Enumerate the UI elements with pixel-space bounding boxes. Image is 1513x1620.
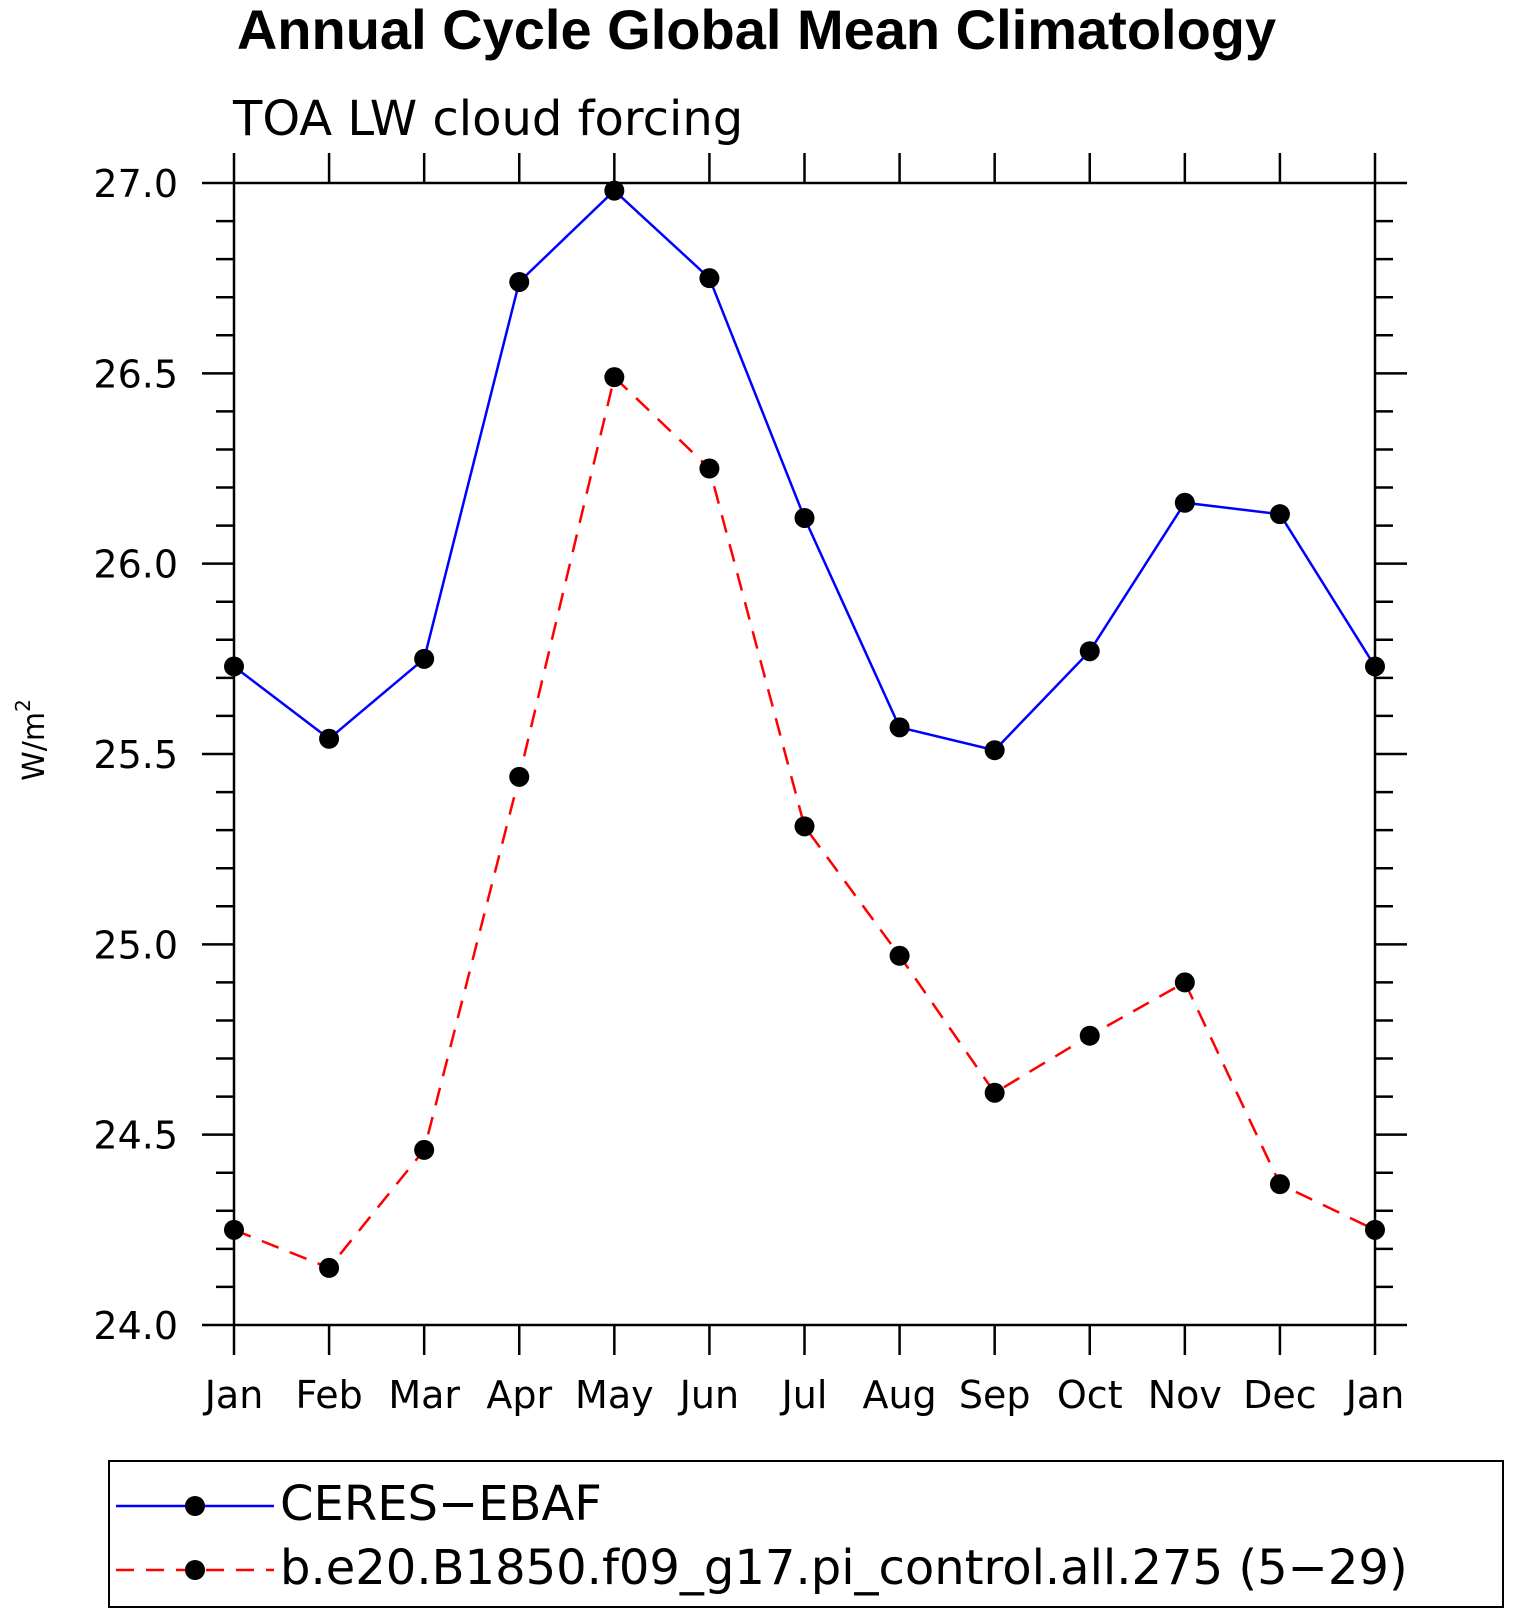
plot-frame	[232, 181, 1377, 1327]
series-1-point	[1079, 1025, 1100, 1046]
y-tick-label: 24.0	[93, 1304, 178, 1348]
y-tick-label: 27.0	[93, 162, 178, 206]
legend: CERES−EBAF b.e20.B1850.f09_g17.pi_contro…	[108, 1460, 1504, 1608]
legend-swatch-model	[116, 1560, 274, 1580]
x-tick-label: Jan	[203, 1373, 264, 1417]
series-0-point	[414, 648, 435, 669]
x-tick-label: Oct	[1057, 1373, 1123, 1417]
series-1-point	[794, 816, 815, 837]
x-tick-label: Sep	[959, 1373, 1031, 1417]
legend-label-model: b.e20.B1850.f09_g17.pi_control.all.275 (…	[280, 1540, 1408, 1596]
legend-label-ceres: CERES−EBAF	[280, 1476, 602, 1532]
x-tick-label: Jun	[678, 1373, 739, 1417]
series-1-point	[319, 1257, 340, 1278]
series-0-point	[509, 271, 530, 292]
series-0-point	[604, 180, 625, 201]
line-chart: TOA LW cloud forcing W/m2 24.0 24.5 25.0 25…	[11, 91, 1407, 1417]
series-0-point	[889, 717, 910, 738]
series-1-point	[1269, 1174, 1290, 1195]
series-0-point	[224, 656, 244, 677]
x-tick-label: Dec	[1243, 1373, 1317, 1417]
x-tick-label: Jul	[780, 1373, 828, 1417]
y-tick-label: 25.0	[93, 923, 178, 967]
y-axis-label-superscript: 2	[11, 699, 35, 712]
series-1-point	[984, 1082, 1005, 1103]
series-0-point	[1269, 504, 1290, 525]
legend-item-ceres: CERES−EBAF	[110, 1474, 1502, 1534]
x-tick-labels: Jan Feb Mar Apr May Jun Jul Aug Sep Oct Nov Dec Jan	[203, 1373, 1405, 1417]
series-1-point	[604, 367, 625, 388]
legend-item-model: b.e20.B1850.f09_g17.pi_control.all.275 (…	[110, 1538, 1502, 1598]
x-tick-label: Aug	[862, 1373, 936, 1417]
series-1-point	[1365, 1219, 1385, 1240]
x-tick-label: Nov	[1148, 1373, 1222, 1417]
x-tick-label: Feb	[295, 1373, 362, 1417]
axis-ticks	[202, 153, 1407, 1355]
series-0-point	[794, 507, 815, 528]
series-0-point	[1079, 641, 1100, 662]
series-1-point	[509, 766, 530, 787]
y-tick-labels: 24.0 24.5 25.0 25.5 26.0 26.5 27.0	[93, 162, 178, 1348]
x-tick-label: Mar	[388, 1373, 460, 1417]
legend-swatch-ceres	[116, 1496, 274, 1516]
series-1-point	[414, 1139, 435, 1160]
series-1-point	[1174, 972, 1195, 993]
series-1-point	[699, 458, 720, 479]
series-points	[224, 180, 1385, 1278]
series-0-point	[319, 728, 340, 749]
series-0-point	[984, 740, 1005, 761]
y-tick-label: 24.5	[93, 1114, 178, 1158]
y-tick-label: 26.0	[93, 543, 178, 587]
y-tick-label: 25.5	[93, 733, 178, 777]
chart-title: Annual Cycle Global Mean Climatology	[236, 0, 1277, 61]
y-tick-label: 26.5	[93, 352, 178, 396]
y-axis-label: W/m2	[11, 699, 52, 781]
x-tick-label: Jan	[1344, 1373, 1405, 1417]
x-tick-label: May	[575, 1373, 654, 1417]
series-1-point	[889, 945, 910, 966]
y-axis-label-base: W/m	[17, 712, 52, 781]
chart-subtitle: TOA LW cloud forcing	[232, 91, 743, 147]
series-lines	[233, 188, 1377, 1270]
series-line-0	[233, 188, 1377, 752]
x-tick-label: Apr	[486, 1373, 552, 1417]
series-0-point	[1365, 656, 1385, 677]
series-1-point	[224, 1219, 244, 1240]
series-0-point	[1174, 492, 1195, 513]
series-0-point	[699, 268, 720, 289]
